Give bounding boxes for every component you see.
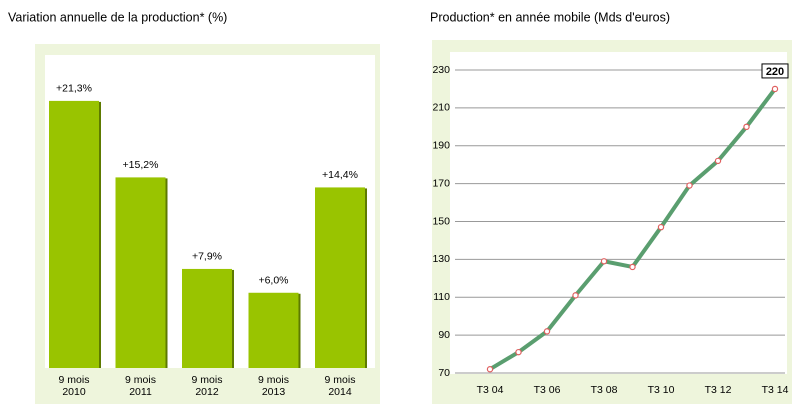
bar	[315, 187, 365, 368]
bar	[182, 268, 232, 368]
marker	[743, 123, 750, 131]
bar	[115, 177, 166, 368]
plot-area	[450, 52, 787, 374]
y-tick-label: 150	[432, 215, 450, 227]
x-tick-label: T3 04	[477, 384, 504, 396]
x-tick-label: 9 mois 2014	[324, 374, 356, 398]
y-tick-label: 190	[432, 140, 450, 152]
data-label: +7,9%	[192, 251, 222, 263]
annotation: 220	[766, 66, 784, 78]
x-tick-label: T3 14	[762, 384, 789, 396]
annotation-box	[761, 63, 789, 79]
chart-title: Variation annuelle de la production* (%)	[8, 10, 227, 24]
x-tick-label: T3 08	[591, 384, 618, 396]
data-label: +14,4%	[322, 169, 358, 181]
marker	[629, 263, 636, 271]
bar	[248, 292, 299, 368]
marker	[515, 348, 522, 356]
y-tick-label: 170	[432, 177, 450, 189]
x-tick-label: 9 mois 2013	[258, 374, 289, 398]
marker	[572, 292, 579, 299]
data-label: +6,0%	[258, 275, 288, 287]
marker	[543, 328, 551, 335]
y-tick-label: 130	[432, 253, 450, 265]
y-tick-label: 210	[432, 102, 450, 114]
marker	[686, 182, 693, 189]
x-tick-label: 9 mois 2012	[191, 374, 223, 398]
x-tick-label: 9 mois 2011	[125, 374, 156, 398]
y-tick-label: 230	[432, 64, 450, 76]
marker	[657, 223, 665, 231]
data-label: +15,2%	[123, 159, 159, 171]
bar	[49, 100, 99, 368]
y-tick-label: 110	[433, 291, 450, 303]
x-tick-label: T3 12	[705, 384, 732, 396]
marker	[486, 366, 494, 373]
marker	[714, 157, 722, 165]
data-label: +21,3%	[56, 83, 92, 95]
y-tick-label: 70	[438, 367, 450, 379]
x-tick-label: 9 mois 2010	[58, 374, 90, 398]
y-tick-label: 90	[438, 329, 450, 341]
marker	[600, 258, 608, 265]
marker	[771, 85, 779, 93]
chart-title: Production* en année mobile (Mds d'euros…	[430, 10, 670, 24]
x-tick-label: T3 10	[648, 384, 675, 396]
x-tick-label: T3 06	[534, 384, 561, 396]
